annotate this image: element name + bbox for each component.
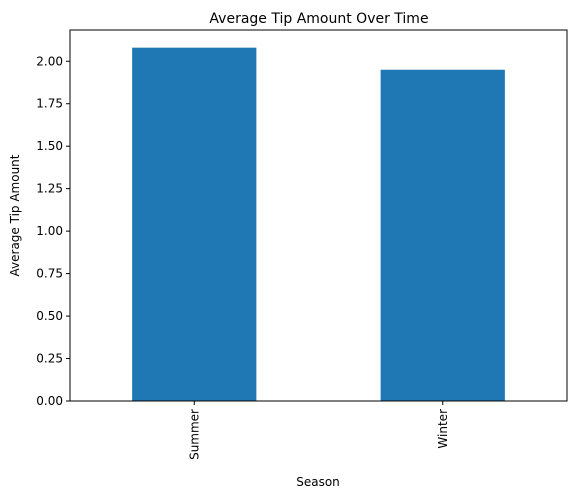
plot-frame [69, 29, 568, 402]
plot-area: 0.00 0.25 0.50 0.75 1.00 1.25 1.50 1.75 2.00 Sum… [36, 29, 568, 460]
x-axis-label: Season [296, 475, 340, 489]
y-tick-label: 0.25 [36, 352, 63, 366]
chart-title: Average Tip Amount Over Time [209, 11, 428, 27]
y-tick-label: 1.00 [36, 224, 63, 238]
bars [132, 47, 505, 402]
y-tick-label: 0.50 [36, 309, 63, 323]
x-tick-label-summer: Summer [187, 409, 201, 460]
y-axis-label: Average Tip Amount [8, 154, 22, 276]
y-tick-label: 0.75 [36, 267, 63, 281]
y-tick-label: 1.50 [36, 139, 63, 153]
bar-summer [132, 47, 257, 402]
y-tick-label: 1.25 [36, 182, 63, 196]
x-tick-label-winter: Winter [436, 409, 450, 449]
x-axis: Summer Winter [187, 401, 450, 460]
y-axis: 0.00 0.25 0.50 0.75 1.00 1.25 1.50 1.75 2.00 [36, 54, 70, 408]
y-tick-label: 1.75 [36, 97, 63, 111]
bar-winter [380, 69, 505, 401]
y-tick-label: 2.00 [36, 54, 63, 68]
y-tick-label: 0.00 [36, 394, 63, 408]
